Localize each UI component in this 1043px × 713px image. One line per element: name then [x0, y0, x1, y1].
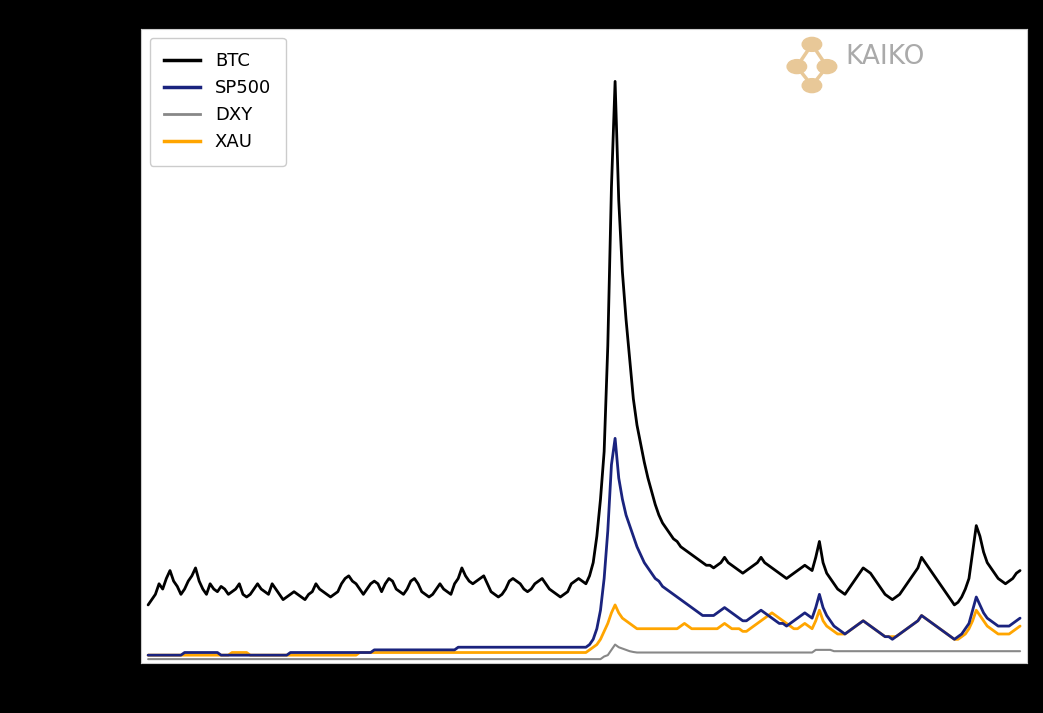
SP500 — [1014, 614, 1026, 622]
XAU — [281, 651, 293, 660]
SP500 — [437, 645, 450, 654]
XAU — [200, 651, 213, 660]
SP500 — [722, 606, 734, 615]
BTC — [437, 585, 450, 593]
Circle shape — [802, 78, 822, 93]
SP500 — [142, 651, 154, 660]
DXY — [437, 655, 450, 663]
XAU — [722, 622, 734, 630]
BTC — [1014, 566, 1026, 575]
DXY — [955, 647, 968, 655]
SP500 — [178, 648, 191, 657]
SP500 — [200, 648, 213, 657]
Legend: BTC, SP500, DXY, XAU: BTC, SP500, DXY, XAU — [150, 38, 286, 165]
Circle shape — [818, 60, 836, 73]
XAU — [142, 651, 154, 660]
BTC — [281, 593, 293, 601]
Circle shape — [802, 37, 822, 51]
DXY — [1014, 647, 1026, 655]
Line: SP500: SP500 — [148, 438, 1020, 655]
DXY — [609, 640, 622, 649]
BTC — [609, 77, 622, 86]
BTC — [200, 590, 213, 599]
Line: BTC: BTC — [148, 81, 1020, 605]
BTC — [722, 558, 734, 567]
XAU — [1014, 622, 1026, 630]
XAU — [609, 600, 622, 609]
Text: KAIKO: KAIKO — [846, 44, 925, 70]
BTC — [955, 593, 968, 601]
DXY — [722, 648, 734, 657]
BTC — [178, 585, 191, 593]
DXY — [281, 655, 293, 663]
XAU — [437, 648, 450, 657]
DXY — [178, 655, 191, 663]
DXY — [142, 655, 154, 663]
Circle shape — [787, 60, 806, 73]
SP500 — [281, 651, 293, 660]
Line: XAU: XAU — [148, 605, 1020, 655]
XAU — [955, 632, 968, 641]
BTC — [142, 600, 154, 609]
DXY — [200, 655, 213, 663]
Line: DXY: DXY — [148, 645, 1020, 659]
SP500 — [609, 434, 622, 443]
XAU — [178, 651, 191, 660]
SP500 — [955, 630, 968, 638]
